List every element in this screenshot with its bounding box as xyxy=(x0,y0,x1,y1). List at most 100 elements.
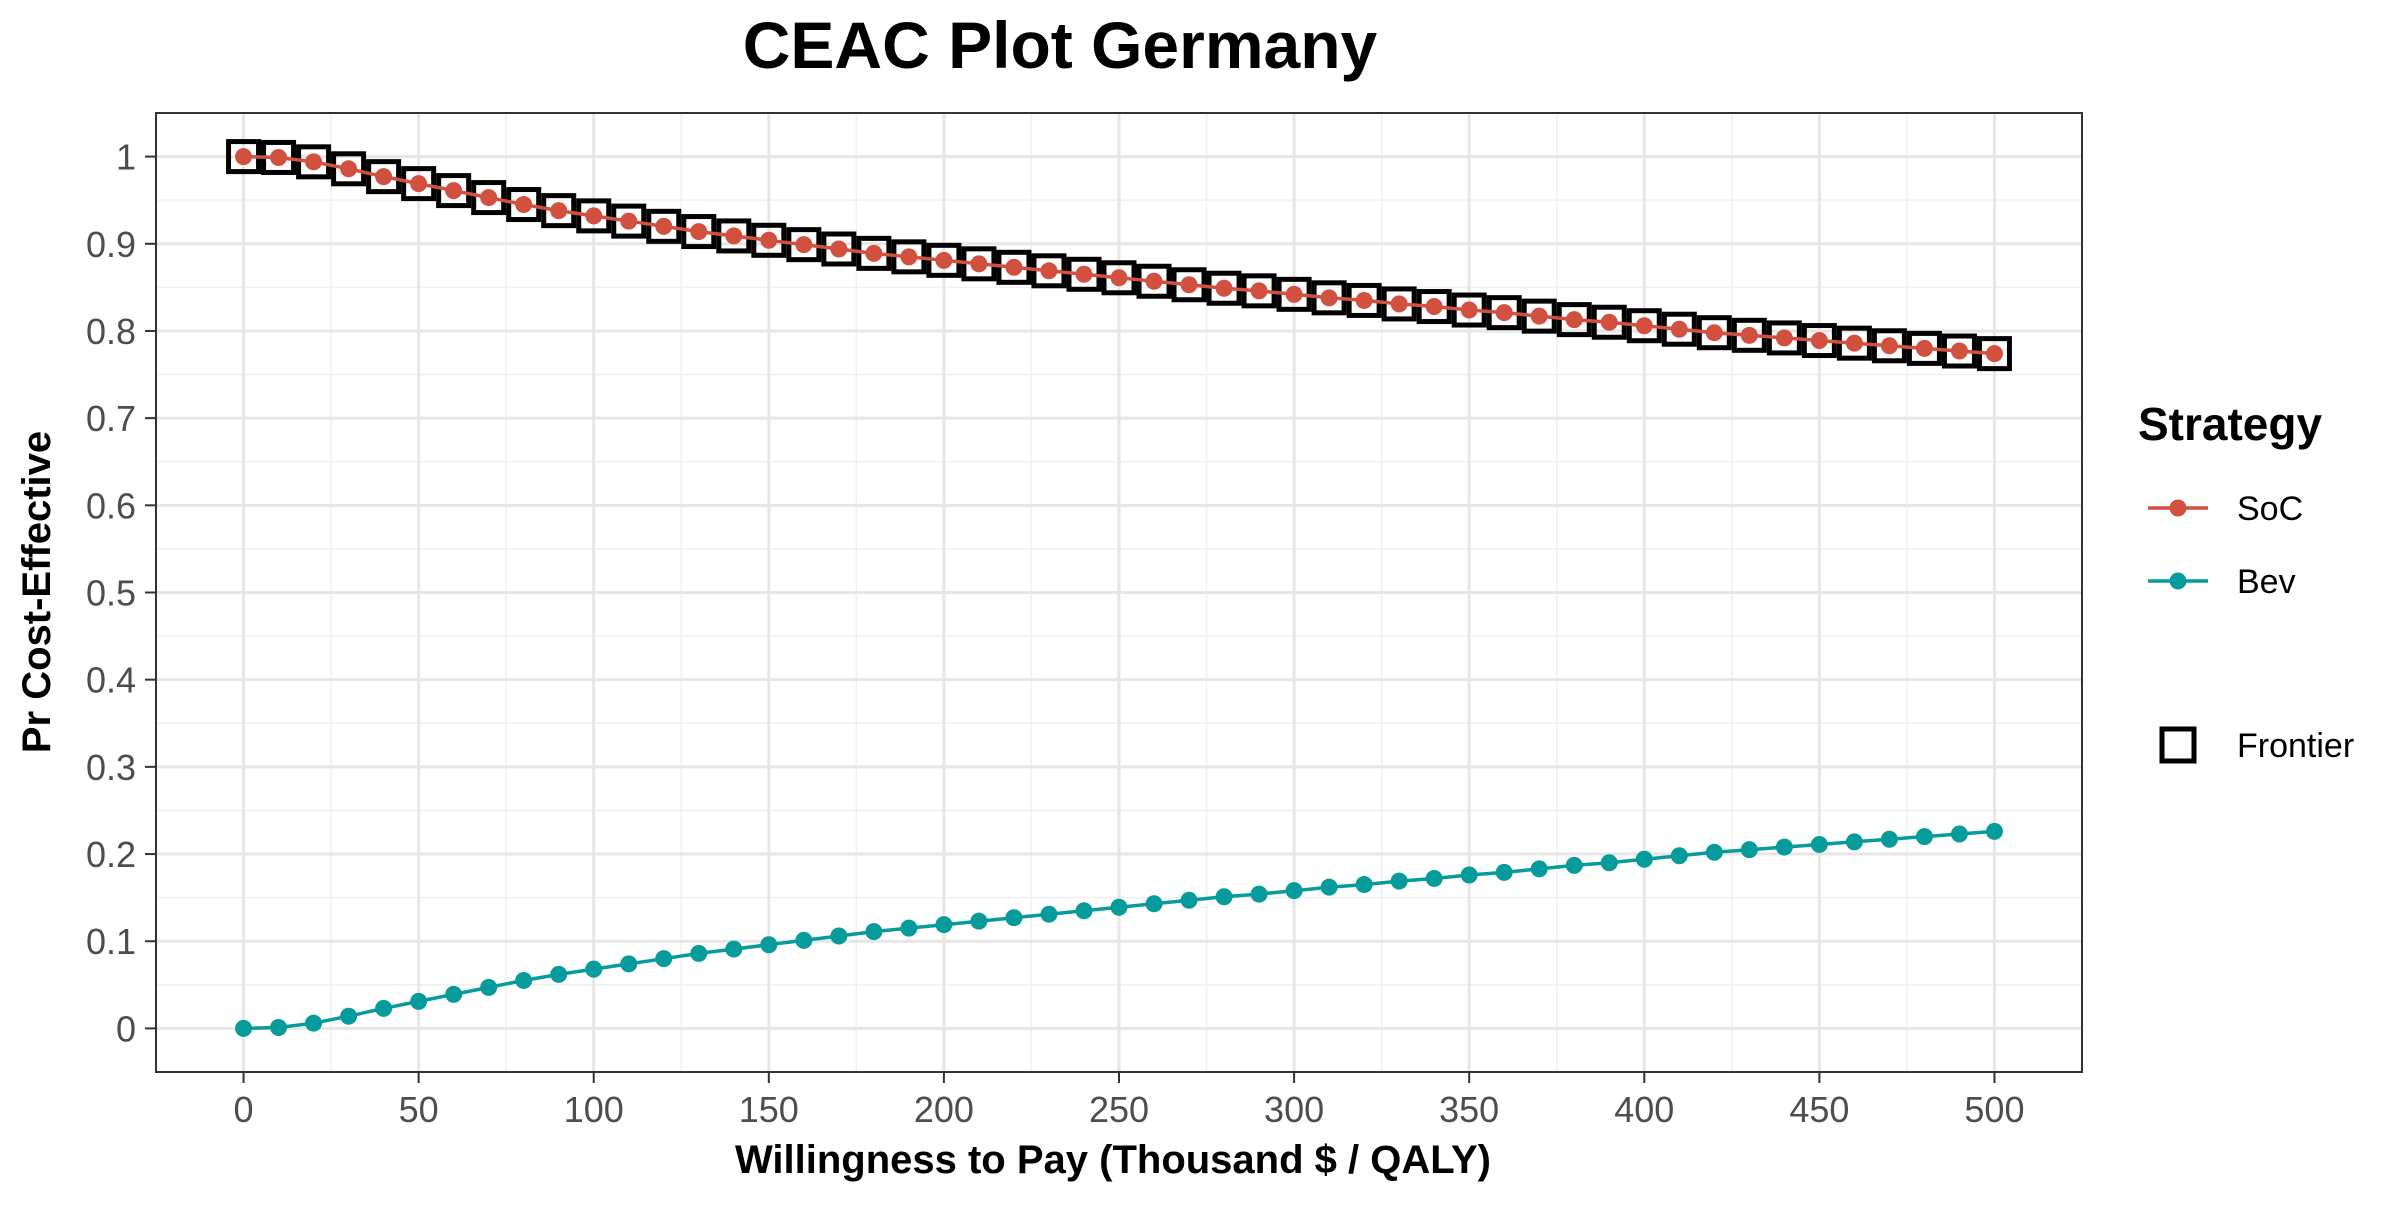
bev-point xyxy=(690,944,708,962)
frontier-marker xyxy=(506,187,542,223)
soc-point xyxy=(1075,265,1093,283)
legend-title: Strategy xyxy=(2138,398,2322,450)
soc-point xyxy=(1565,311,1583,329)
legend-frontier-marker xyxy=(2159,726,2197,764)
soc-point xyxy=(1390,295,1408,313)
chart-title: CEAC Plot Germany xyxy=(743,8,1378,82)
bev-point xyxy=(1075,902,1093,920)
bev-point xyxy=(1250,885,1268,903)
bev-point xyxy=(1390,872,1408,890)
bev-point xyxy=(1040,905,1058,923)
bev-point xyxy=(1635,850,1653,868)
soc-point xyxy=(410,175,428,193)
soc-point xyxy=(375,168,393,186)
soc-point xyxy=(1915,339,1933,357)
soc-point xyxy=(1285,285,1303,303)
frontier-marker xyxy=(436,173,472,209)
frontier-marker xyxy=(541,193,577,229)
bev-point xyxy=(1705,843,1723,861)
soc-point xyxy=(445,182,463,200)
axes: 0 50 100 150 200 250 300 350 400 450 500 0 0.1 0.2 0.3… xyxy=(86,112,2083,1130)
bev-point xyxy=(1530,860,1548,878)
grid-lines xyxy=(156,113,2082,1072)
bev-point xyxy=(375,999,393,1017)
frontier-marker xyxy=(681,214,717,250)
soc-point xyxy=(1880,337,1898,355)
y-tick-label: 1 xyxy=(116,137,136,178)
soc-point xyxy=(1495,304,1513,322)
y-tick-label: 0.1 xyxy=(86,921,136,962)
soc-point xyxy=(725,227,743,245)
frontier-marker xyxy=(611,203,647,239)
bev-point xyxy=(1320,878,1338,896)
bev-point xyxy=(410,992,428,1010)
bev-point xyxy=(1915,828,1933,846)
x-tick-label: 150 xyxy=(739,1089,799,1130)
x-tick-label: 400 xyxy=(1614,1089,1674,1130)
soc-point xyxy=(1250,282,1268,300)
x-tick-label: 50 xyxy=(399,1089,439,1130)
soc-point xyxy=(900,248,918,266)
bev-point xyxy=(550,965,568,983)
bev-point xyxy=(1880,830,1898,848)
bev-point xyxy=(900,919,918,937)
y-tick-label: 0 xyxy=(116,1008,136,1049)
soc-point xyxy=(935,251,953,269)
bev-point xyxy=(1950,825,1968,843)
y-tick-label: 0.5 xyxy=(86,573,136,614)
bev-point xyxy=(1215,888,1233,906)
soc-point xyxy=(1600,313,1618,331)
soc-point xyxy=(1355,291,1373,309)
bev-point xyxy=(935,916,953,934)
soc-point xyxy=(1530,307,1548,325)
frontier-marker xyxy=(786,227,822,263)
legend-frontier-label: Frontier xyxy=(2237,727,2354,765)
soc-point xyxy=(1110,269,1128,287)
soc-point xyxy=(970,255,988,273)
soc-point xyxy=(1740,326,1758,344)
soc-point xyxy=(865,244,883,262)
bev-point xyxy=(585,960,603,978)
bev-point xyxy=(445,985,463,1003)
bev-point xyxy=(480,978,498,996)
bev-point xyxy=(1005,909,1023,927)
soc-point xyxy=(655,217,673,235)
soc-point xyxy=(515,196,533,214)
soc-point xyxy=(1040,262,1058,280)
bev-point xyxy=(1810,835,1828,853)
bev-point xyxy=(620,955,638,973)
y-tick-label: 0.8 xyxy=(86,311,136,352)
legend-soc-label: SoC xyxy=(2237,490,2303,528)
legend-bev-label: Bev xyxy=(2237,563,2296,601)
soc-point xyxy=(1460,301,1478,319)
y-tick-label: 0.3 xyxy=(86,747,136,788)
bev-point xyxy=(1180,891,1198,909)
y-tick-label: 0.7 xyxy=(86,398,136,439)
legend: Strategy SoC Bev Frontier xyxy=(2138,398,2354,765)
bev-point xyxy=(1285,882,1303,900)
soc-point xyxy=(795,236,813,254)
legend-soc-point xyxy=(2169,499,2187,517)
soc-point xyxy=(1635,317,1653,335)
bev-point xyxy=(725,940,743,958)
soc-point xyxy=(1985,345,2003,363)
bev-point xyxy=(1425,869,1443,887)
frontier-marker xyxy=(296,144,332,180)
x-tick-label: 100 xyxy=(564,1089,624,1130)
y-tick-label: 0.2 xyxy=(86,834,136,875)
x-tick-label: 350 xyxy=(1439,1089,1499,1130)
frontier-marker xyxy=(821,231,857,267)
soc-point xyxy=(1705,324,1723,342)
bev-point xyxy=(1600,854,1618,872)
soc-point xyxy=(1320,289,1338,307)
y-tick-label: 0.9 xyxy=(86,224,136,265)
frontier-marker xyxy=(751,222,787,258)
bev-point xyxy=(235,1019,253,1037)
bev-point xyxy=(760,936,778,954)
bev-point xyxy=(270,1019,288,1037)
bev-point xyxy=(1145,895,1163,913)
soc-point xyxy=(270,148,288,166)
soc-point xyxy=(1845,334,1863,352)
